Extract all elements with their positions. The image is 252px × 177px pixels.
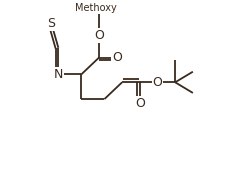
Text: Methoxy: Methoxy bbox=[74, 3, 116, 13]
Text: O: O bbox=[152, 76, 162, 89]
Text: O: O bbox=[111, 51, 121, 64]
Text: S: S bbox=[47, 16, 55, 30]
Text: O: O bbox=[94, 29, 104, 42]
Text: N: N bbox=[53, 68, 63, 81]
Text: O: O bbox=[134, 97, 144, 110]
